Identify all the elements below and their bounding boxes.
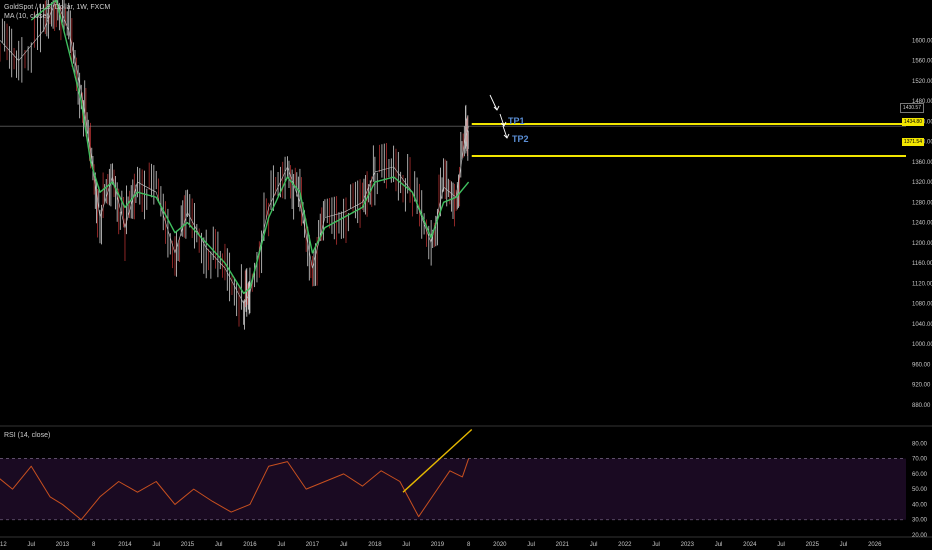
x-tick-label: Jul xyxy=(215,542,223,548)
rsi-line xyxy=(0,458,470,521)
ma-legend: MA (10, close) xyxy=(4,13,49,20)
y-tick-label: 1000.00 xyxy=(912,342,932,348)
y-tick-label: 1080.00 xyxy=(912,302,932,308)
x-tick-label: 2014 xyxy=(118,542,132,548)
rsi-legend: RSI (14, close) xyxy=(4,432,51,439)
y-tick-label: 1200.00 xyxy=(912,241,932,247)
rsi-tick-label: 80.00 xyxy=(912,441,928,447)
rsi-trendline xyxy=(402,429,473,493)
x-tick-label: 2017 xyxy=(306,542,320,548)
symbol-title: GoldSpot / U.S. Dollar, 1W, FXCM xyxy=(4,4,111,11)
rsi-tick-label: 20.00 xyxy=(912,533,928,539)
x-tick-label: 8 xyxy=(92,542,96,548)
down-arrow-icon xyxy=(502,125,508,139)
y-tick-label: 880.00 xyxy=(912,403,931,409)
y-tick-label: 1280.00 xyxy=(912,200,932,206)
y-tick-label: 960.00 xyxy=(912,362,931,368)
x-tick-label: Jul xyxy=(777,542,785,548)
y-tick-label: 1320.00 xyxy=(912,180,932,186)
x-tick-label: 8 xyxy=(467,542,471,548)
y-tick-label: 1240.00 xyxy=(912,221,932,227)
price-line xyxy=(0,0,469,304)
rsi-tick-label: 30.00 xyxy=(912,518,928,524)
x-tick-label: Jul xyxy=(340,542,348,548)
x-tick-label: Jul xyxy=(715,542,723,548)
ma-line xyxy=(30,0,470,295)
y-tick-label: 1480.00 xyxy=(912,99,932,105)
down-arrow-head xyxy=(500,121,507,127)
y-tick-label: 1520.00 xyxy=(912,79,932,85)
x-tick-label: 2026 xyxy=(868,542,882,548)
x-tick-label: 2020 xyxy=(493,542,507,548)
rsi-tick-label: 40.00 xyxy=(912,502,928,508)
x-tick-label: Jul xyxy=(840,542,848,548)
x-tick-label: Jul xyxy=(652,542,660,548)
y-tick-label: 1560.00 xyxy=(912,59,932,65)
tp2-price-tag: 1371.54 xyxy=(901,138,924,146)
x-tick-label: 2013 xyxy=(56,542,70,548)
x-tick-label: 2024 xyxy=(743,542,757,548)
down-arrow-icon xyxy=(499,113,505,127)
x-tick-label: Jul xyxy=(590,542,598,548)
tp1-price-tag: 1434.80 xyxy=(901,118,924,126)
down-arrow-head xyxy=(493,105,500,111)
x-tick-label: 2018 xyxy=(368,542,382,548)
x-tick-label: 2012 xyxy=(0,542,7,548)
rsi-band xyxy=(0,458,906,520)
x-tick-label: 2021 xyxy=(556,542,570,548)
rsi-tick-label: 60.00 xyxy=(912,472,928,478)
x-tick-label: 2025 xyxy=(806,542,820,548)
x-tick-label: Jul xyxy=(27,542,35,548)
x-tick-label: 2015 xyxy=(181,542,195,548)
y-tick-label: 1040.00 xyxy=(912,322,932,328)
x-tick-label: 2019 xyxy=(431,542,445,548)
tp1-label: TP1 xyxy=(508,116,525,126)
x-tick-label: Jul xyxy=(527,542,535,548)
y-tick-label: 1600.00 xyxy=(912,38,932,44)
rsi-tick-label: 50.00 xyxy=(912,487,928,493)
x-tick-label: Jul xyxy=(277,542,285,548)
y-tick-label: 1160.00 xyxy=(912,261,932,267)
x-tick-label: 2022 xyxy=(618,542,632,548)
down-arrow-head xyxy=(503,133,510,139)
y-tick-label: 920.00 xyxy=(912,383,931,389)
rsi-tick-label: 70.00 xyxy=(912,457,928,463)
current-price-tag: 1430.57 xyxy=(899,103,924,113)
x-tick-label: 2016 xyxy=(243,542,257,548)
down-arrow-icon xyxy=(489,94,498,111)
x-tick-label: 2023 xyxy=(681,542,695,548)
y-tick-label: 1120.00 xyxy=(912,281,932,287)
x-tick-label: Jul xyxy=(402,542,410,548)
x-tick-label: Jul xyxy=(152,542,160,548)
tp2-label: TP2 xyxy=(512,134,529,144)
y-tick-label: 1360.00 xyxy=(912,160,932,166)
